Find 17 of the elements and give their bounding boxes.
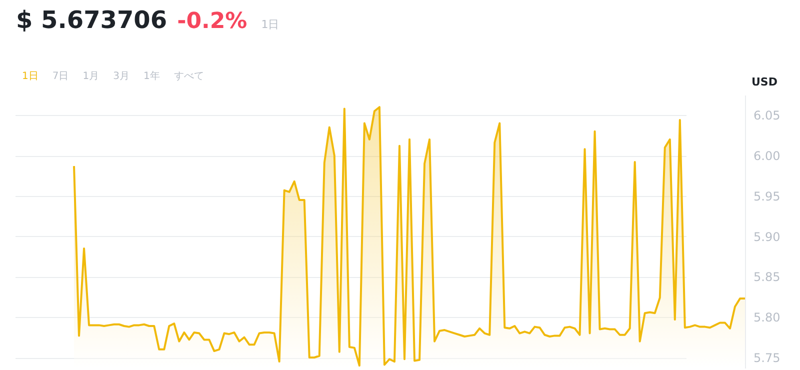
text: 3月 bbox=[113, 70, 130, 83]
y-tick-label: 5.75 bbox=[754, 351, 780, 365]
y-tick-label: 5.95 bbox=[754, 189, 780, 204]
chart-subtitle: -0.2% bbox=[177, 9, 248, 34]
chart-title: $ 5.673706 bbox=[16, 6, 168, 34]
text: 1日 bbox=[22, 70, 38, 83]
y-tick-label: 6.00 bbox=[754, 149, 780, 164]
y-tick-label: 5.85 bbox=[754, 270, 780, 284]
text: 1年 bbox=[144, 70, 160, 83]
y-axis-title: USD bbox=[752, 76, 778, 88]
y-tick-label: 5.80 bbox=[754, 310, 780, 325]
y-tick-label: 5.90 bbox=[754, 230, 780, 244]
y-tick-label: 6.05 bbox=[754, 108, 780, 123]
text: 1日 bbox=[261, 17, 280, 32]
text: すべて bbox=[174, 70, 204, 83]
text: 1月 bbox=[82, 70, 100, 83]
text: 7日 bbox=[52, 70, 69, 83]
